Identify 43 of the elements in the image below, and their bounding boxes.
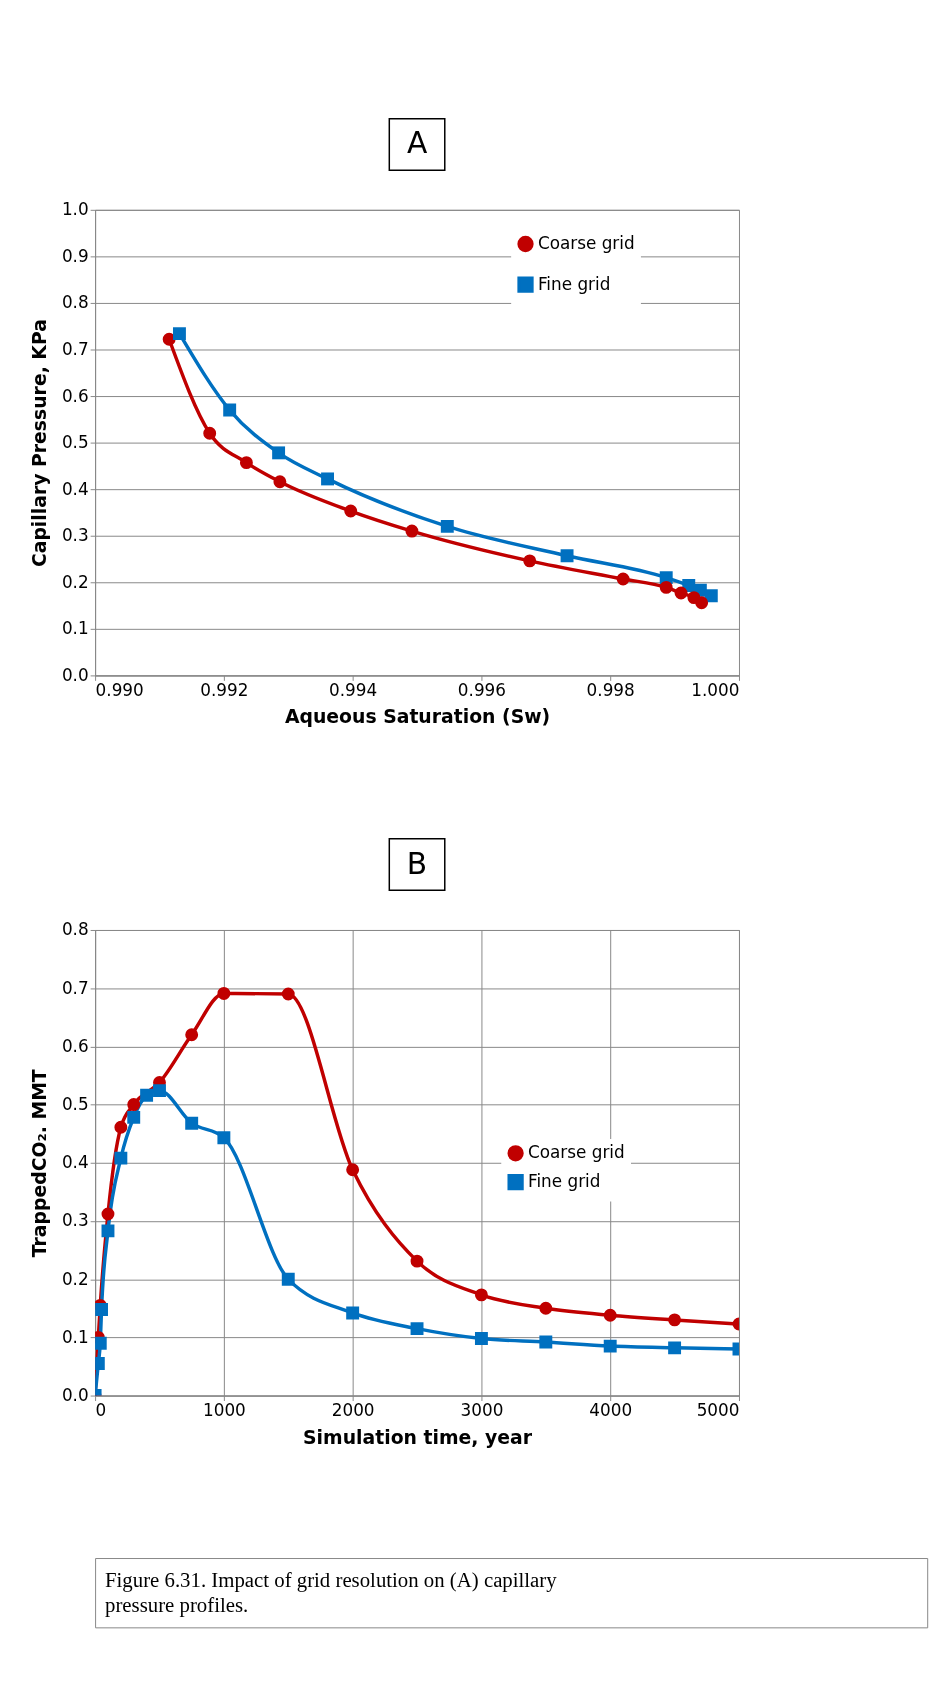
y-tick-label: 0.5 xyxy=(61,432,89,453)
y-tick-label: 0.3 xyxy=(61,1210,89,1231)
y-tick-label: 0.3 xyxy=(61,525,89,546)
x-tick-label: 0.992 xyxy=(200,679,249,700)
y-tick-label: 0.4 xyxy=(61,478,89,499)
y-tick-label: 0.4 xyxy=(61,1152,89,1173)
x-axis-title: Aqueous Saturation (Sw) xyxy=(284,706,551,728)
caption: Figure 6.31. Impact of grid resolution on (A) capillary pressure profiles. xyxy=(105,1567,558,1618)
y-tick-label: 0.8 xyxy=(61,292,89,313)
x-tick-label: 0.998 xyxy=(586,679,635,700)
legend-label: Fine grid xyxy=(527,1171,601,1192)
y-tick-label: 0.2 xyxy=(61,1268,89,1289)
y-axis-title: Capillary Pressure, KPa xyxy=(29,319,51,568)
y-tick-label: 0.0 xyxy=(61,664,89,685)
y-tick-label: 0.2 xyxy=(61,571,89,592)
y-tick-label: 1.0 xyxy=(61,199,89,220)
y-tick-label: 0.9 xyxy=(61,245,89,266)
y-axis-title: TrappedCO₂. MMT xyxy=(29,1069,51,1258)
legend-label: Fine grid xyxy=(537,273,611,294)
legend-label: Coarse grid xyxy=(527,1142,625,1163)
x-tick-label: 1.000 xyxy=(691,679,740,700)
x-axis-title: Simulation time, year xyxy=(303,1426,533,1448)
x-tick-label: 4000 xyxy=(589,1399,633,1420)
x-tick-label: 0.994 xyxy=(329,679,378,700)
x-tick-label: 0 xyxy=(95,1399,107,1420)
y-tick-label: 0.6 xyxy=(61,385,89,406)
chart-title: A xyxy=(406,125,428,161)
chart-title: B xyxy=(406,845,428,881)
legend-label: Coarse grid xyxy=(537,232,635,253)
y-tick-label: 0.7 xyxy=(61,977,89,998)
x-tick-label: 5000 xyxy=(696,1399,740,1420)
x-tick-label: 0.990 xyxy=(95,679,144,700)
x-tick-label: 1000 xyxy=(202,1399,246,1420)
y-tick-label: 0.5 xyxy=(61,1094,89,1115)
y-tick-label: 0.7 xyxy=(61,338,89,359)
x-tick-label: 3000 xyxy=(460,1399,504,1420)
y-tick-label: 0.1 xyxy=(61,618,89,639)
x-tick-label: 0.996 xyxy=(457,679,507,700)
y-tick-label: 0.6 xyxy=(61,1035,89,1056)
y-tick-label: 0.8 xyxy=(61,919,89,940)
y-tick-label: 0.0 xyxy=(61,1385,89,1406)
y-tick-label: 0.1 xyxy=(61,1326,89,1347)
x-tick-label: 2000 xyxy=(331,1399,375,1420)
